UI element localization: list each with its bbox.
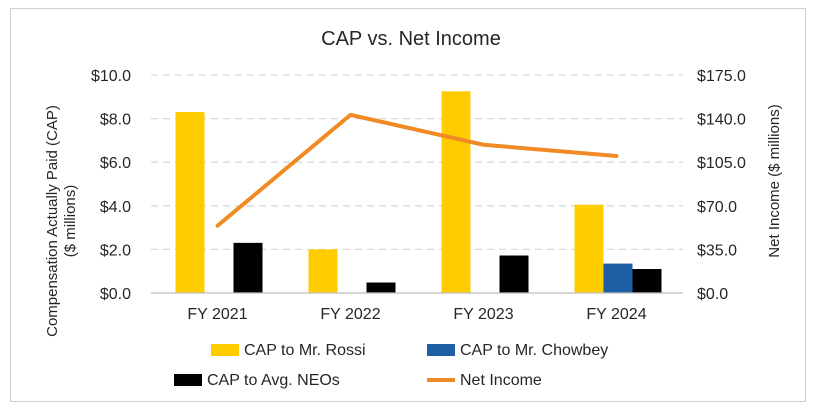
bars — [175, 91, 662, 293]
x-tick-label: FY 2021 — [187, 306, 247, 323]
bar-cap-to-avg-neos-fy-2021 — [233, 242, 263, 293]
bar-cap-to-mr-rossi-fy-2021 — [175, 112, 205, 293]
x-tick-label: FY 2023 — [453, 306, 513, 323]
axes: $0.0 $0.0 $2.0 $35.0 $4.0 $70.0 $6.0 $105.0 $8.0… — [91, 68, 746, 323]
bar-cap-to-mr-rossi-fy-2024 — [574, 204, 604, 293]
legend-label: CAP to Mr. Chowbey — [460, 342, 608, 359]
y-tick-left: $10.0 — [91, 68, 131, 85]
bar-cap-to-avg-neos-fy-2022 — [366, 282, 396, 293]
chart-svg: $0.0 $0.0 $2.0 $35.0 $4.0 $70.0 $6.0 $105.0 $8.0… — [44, 28, 783, 389]
y-tick-right: $140.0 — [697, 112, 746, 129]
x-tick-label: FY 2022 — [320, 306, 380, 323]
y-tick-left: $4.0 — [100, 199, 131, 216]
y-axis-left-label-line1: Compensation Actually Paid (CAP) — [44, 105, 61, 337]
bar-cap-to-mr-chowbey-fy-2024 — [603, 263, 633, 293]
x-tick-label: FY 2024 — [586, 306, 646, 323]
legend-label: CAP to Mr. Rossi — [244, 342, 366, 359]
legend-label: Net Income — [460, 372, 542, 389]
legend-swatch — [174, 374, 202, 386]
legend-swatch — [427, 344, 455, 356]
y-tick-left: $6.0 — [100, 155, 131, 172]
legend-label: CAP to Avg. NEOs — [207, 372, 340, 389]
net-income-line-group — [215, 112, 619, 228]
y-tick-left: $0.0 — [100, 286, 131, 303]
chart-title: CAP vs. Net Income — [321, 28, 501, 50]
bar-cap-to-avg-neos-fy-2023 — [499, 255, 529, 293]
bar-cap-to-avg-neos-fy-2024 — [632, 269, 662, 293]
y-tick-left: $8.0 — [100, 112, 131, 129]
bar-cap-to-mr-rossi-fy-2022 — [308, 249, 338, 293]
y-tick-right: $35.0 — [697, 242, 737, 259]
y-tick-right: $70.0 — [697, 199, 737, 216]
y-tick-right: $105.0 — [697, 155, 746, 172]
y-tick-right: $175.0 — [697, 68, 746, 85]
bar-cap-to-mr-rossi-fy-2023 — [441, 91, 471, 293]
y-tick-right: $0.0 — [697, 286, 728, 303]
chart-frame: $0.0 $0.0 $2.0 $35.0 $4.0 $70.0 $6.0 $105.0 $8.0… — [10, 8, 806, 402]
net-income-line — [215, 112, 619, 228]
y-tick-left: $2.0 — [100, 242, 131, 259]
y-axis-right-label: Net Income ($ millions) — [766, 104, 783, 257]
y-axis-left-label-line2: ($ millions) — [62, 185, 79, 258]
legend: CAP to Mr. Rossi CAP to Mr. Chowbey CAP to… — [174, 342, 608, 389]
legend-swatch — [211, 344, 239, 356]
